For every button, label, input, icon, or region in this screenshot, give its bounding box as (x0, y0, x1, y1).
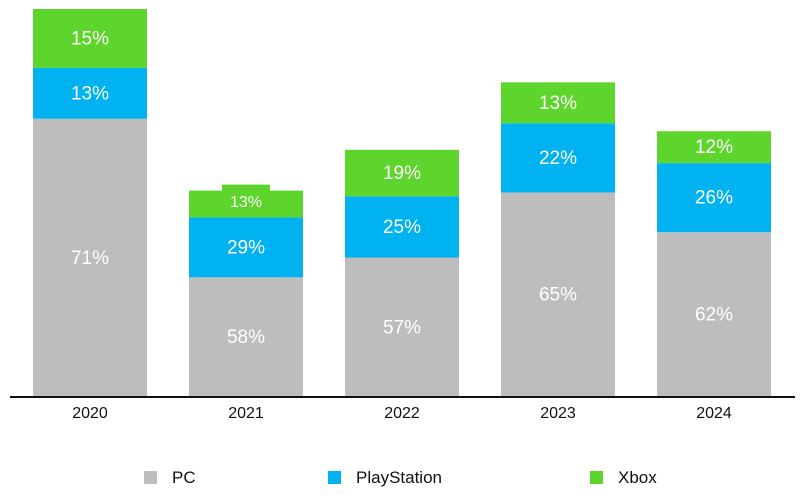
data-label-playstation-2022: 25% (383, 217, 421, 238)
data-label-playstation-2024: 26% (695, 188, 733, 209)
data-label-playstation-2023: 22% (539, 148, 577, 169)
legend-swatch-playstation (328, 471, 341, 484)
x-tick-label-2021: 2021 (228, 405, 264, 422)
data-label-xbox-2024: 12% (695, 137, 733, 158)
x-tick-label-2020: 2020 (72, 405, 108, 422)
data-label-pc-2022: 57% (383, 317, 421, 338)
data-label-pc-2023: 65% (539, 285, 577, 306)
bar-segment-playstation-2020 (33, 67, 147, 119)
legend-label-playstation: PlayStation (356, 468, 442, 487)
data-label-pc-2024: 62% (695, 305, 733, 326)
bar-segment-xbox-2022 (345, 149, 459, 197)
data-label-playstation-2021: 29% (227, 237, 265, 258)
data-label-xbox-2021: 13% (230, 194, 262, 211)
legend-swatch-xbox (590, 471, 603, 484)
bar-segment-playstation-2023 (501, 123, 615, 193)
bar-segment-xbox-2020 (33, 9, 147, 68)
bar-segment-playstation-2021 (189, 217, 303, 278)
bar-segment-xbox-2024 (657, 131, 771, 164)
data-label-xbox-2023: 13% (539, 93, 577, 114)
x-ticks-group: 2020 2021 2022 2023 2024 (72, 405, 732, 422)
bar-segment-pc-2020 (33, 118, 147, 398)
legend-label-xbox: Xbox (618, 468, 657, 487)
x-tick-label-2022: 2022 (384, 405, 420, 422)
data-label-xbox-2022: 19% (383, 163, 421, 184)
bar-segment-playstation-2024 (657, 163, 771, 233)
data-label-xbox-2020: 15% (71, 28, 109, 49)
legend: PC PlayStation Xbox (144, 468, 657, 487)
data-label-pc-2021: 58% (227, 327, 265, 348)
x-tick-label-2024: 2024 (696, 405, 732, 422)
bar-segment-pc-2024 (657, 232, 771, 397)
bar-segment-playstation-2022 (345, 196, 459, 258)
bar-segment-xbox-2021 (189, 190, 303, 218)
bar-segment-pc-2022 (345, 257, 459, 397)
legend-label-pc: PC (172, 468, 196, 487)
label-tab-2021 (222, 184, 270, 193)
data-label-pc-2020: 71% (71, 248, 109, 269)
x-tick-label-2023: 2023 (540, 405, 576, 422)
legend-swatch-pc (144, 471, 157, 484)
bar-segment-xbox-2023 (501, 82, 615, 124)
bars-group: 71% 13% 15% 58% 29% 13% 57% 25% 19% 65% 22% 13% 62% 2… (33, 9, 771, 398)
data-label-playstation-2020: 13% (71, 83, 109, 104)
bar-segment-pc-2023 (501, 192, 615, 397)
bar-segment-pc-2021 (189, 277, 303, 397)
